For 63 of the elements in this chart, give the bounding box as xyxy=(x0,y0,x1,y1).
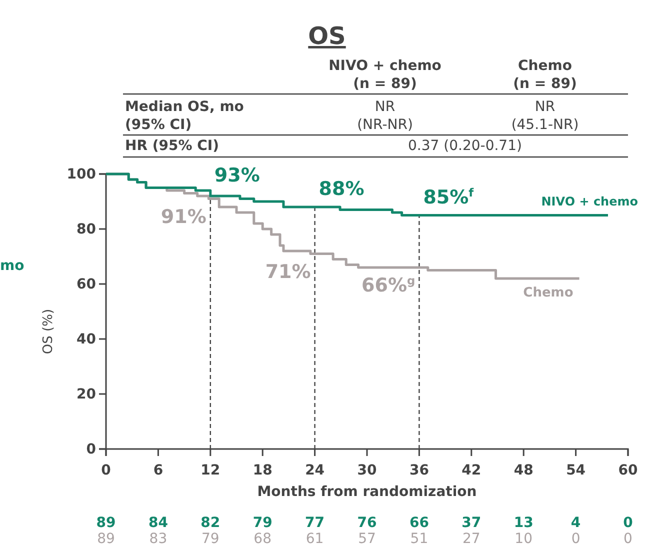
y-tick-label: 0 xyxy=(86,441,96,458)
x-axis-title: Months from randomization xyxy=(257,484,477,500)
text: 10 xyxy=(514,531,533,547)
text: 89 xyxy=(97,531,115,547)
text: (45.1-NR) xyxy=(511,117,579,133)
text: NIVO + chemo xyxy=(328,58,442,74)
text: 37 xyxy=(462,515,482,531)
text: 0.37 (0.20-0.71) xyxy=(408,138,522,154)
text: 76 xyxy=(357,515,377,531)
y-tick-label: 40 xyxy=(76,331,96,348)
text: 51 xyxy=(410,531,428,547)
text: NR xyxy=(534,99,556,115)
text: (n = 89) xyxy=(513,76,577,92)
text: 79 xyxy=(252,515,272,531)
text: (NR-NR) xyxy=(357,117,413,133)
text: 66 xyxy=(409,515,429,531)
text: 4 xyxy=(570,515,581,531)
series-label: NIVO + chemo xyxy=(541,194,638,208)
x-tick-label: 0 xyxy=(101,462,112,478)
text: (95% CI) xyxy=(125,117,192,133)
annotation: 88% xyxy=(318,178,364,200)
x-tick-label: 60 xyxy=(618,462,638,478)
text: 0 xyxy=(571,531,580,547)
x-tick-label: 36 xyxy=(409,462,429,478)
text: 27 xyxy=(462,531,480,547)
x-tick-label: 18 xyxy=(252,462,272,478)
y-tick-label: 100 xyxy=(66,166,96,182)
text: NR xyxy=(374,99,396,115)
x-tick-label: 6 xyxy=(153,462,164,478)
text: Median OS, mo xyxy=(125,99,244,115)
text: 84 xyxy=(148,515,168,531)
text: 13 xyxy=(514,515,534,531)
x-tick-label: 48 xyxy=(514,462,534,478)
text: 77 xyxy=(305,515,325,531)
text: 57 xyxy=(358,531,376,547)
text: 79 xyxy=(201,531,220,547)
text: 89 xyxy=(96,515,116,531)
annotation: 85%$^{f}$ xyxy=(423,185,475,208)
x-tick-label: 24 xyxy=(305,462,325,478)
y-tick-label: 20 xyxy=(76,386,96,402)
y-tick-label: 80 xyxy=(76,221,96,238)
annotation: 91% xyxy=(160,206,206,228)
y-tick-label: 60 xyxy=(76,276,96,292)
x-tick-label: 42 xyxy=(462,462,482,478)
text: 0 xyxy=(623,515,634,531)
text: HR (95% CI) xyxy=(125,138,220,154)
text: 61 xyxy=(306,531,324,547)
text: 68 xyxy=(254,531,272,547)
x-tick-label: 12 xyxy=(200,462,220,478)
x-tick-label: 54 xyxy=(566,462,586,478)
text: mo xyxy=(0,258,25,274)
text: (n = 89) xyxy=(353,76,417,92)
text: 0 xyxy=(624,531,632,547)
text: Chemo xyxy=(518,58,572,74)
text: 82 xyxy=(200,515,220,531)
x-tick-label: 30 xyxy=(357,462,377,478)
text: 83 xyxy=(149,531,168,547)
y-axis-title: OS (%) xyxy=(41,308,56,354)
annotation: 66%$^{g}$ xyxy=(362,274,416,296)
chart-title: OS xyxy=(308,22,346,50)
series-label: Chemo xyxy=(523,286,574,300)
annotation: 71% xyxy=(265,260,311,283)
annotation: 93% xyxy=(214,164,260,186)
